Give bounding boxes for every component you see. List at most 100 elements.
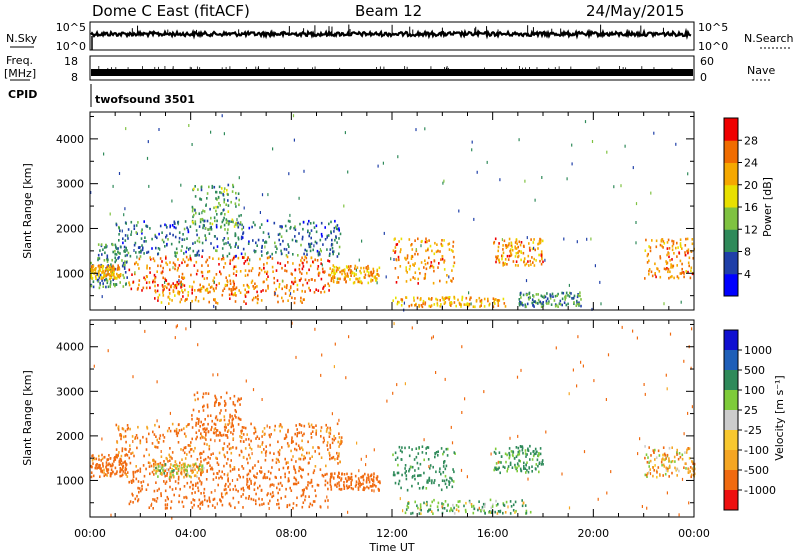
velocity-cell bbox=[181, 458, 183, 461]
power-cell bbox=[136, 255, 138, 259]
power-cell bbox=[472, 305, 475, 308]
power-cell bbox=[181, 276, 183, 279]
velocity-cell bbox=[339, 442, 341, 446]
velocity-cell bbox=[169, 479, 171, 482]
power-cell bbox=[282, 239, 284, 243]
velocity-cell bbox=[446, 509, 448, 512]
velocity-cell bbox=[473, 507, 476, 511]
velocity-cell bbox=[245, 379, 247, 383]
velocity-cell bbox=[329, 483, 332, 486]
velocity-cell bbox=[659, 474, 661, 477]
power-cell bbox=[577, 294, 580, 297]
velocity-cell bbox=[656, 475, 658, 479]
velocity-cell bbox=[218, 403, 220, 407]
velocity-cell bbox=[371, 489, 373, 492]
velocity-cell bbox=[363, 486, 365, 489]
velocity-cell bbox=[184, 468, 187, 472]
power-cell bbox=[405, 280, 408, 283]
power-cell bbox=[112, 243, 114, 247]
velocity-cell bbox=[497, 467, 499, 471]
power-cell bbox=[223, 216, 225, 220]
velocity-cell bbox=[362, 488, 364, 491]
velocity-cell bbox=[561, 472, 563, 476]
velocity-cell bbox=[646, 461, 649, 464]
power-cell bbox=[431, 249, 433, 253]
velocity-cell bbox=[115, 448, 118, 451]
power-cell bbox=[433, 303, 436, 306]
power-cell bbox=[165, 279, 168, 282]
velocity-cell bbox=[95, 457, 98, 461]
power-cell bbox=[108, 268, 111, 271]
velocity-cell bbox=[326, 472, 328, 476]
velocity-cell bbox=[170, 463, 172, 466]
power-cell bbox=[232, 185, 235, 189]
velocity-cell bbox=[669, 332, 672, 336]
velocity-cell bbox=[98, 463, 100, 467]
velocity-cell bbox=[432, 465, 434, 469]
power-cell bbox=[254, 282, 256, 286]
velocity-cell bbox=[607, 353, 610, 357]
power-cell bbox=[223, 190, 225, 193]
velocity-cell bbox=[190, 469, 192, 472]
velocity-cell bbox=[443, 479, 446, 483]
power-cell bbox=[350, 269, 352, 272]
velocity-cell bbox=[340, 479, 342, 482]
velocity-cell bbox=[315, 494, 317, 498]
power-colorbar-swatch bbox=[724, 229, 738, 252]
velocity-cell bbox=[310, 436, 313, 439]
power-cell bbox=[320, 249, 322, 253]
power-cell bbox=[335, 269, 338, 272]
power-cell bbox=[197, 249, 200, 253]
power-cell bbox=[446, 274, 448, 277]
velocity-cell bbox=[330, 475, 333, 478]
power-cell bbox=[228, 274, 231, 277]
velocity-cell bbox=[369, 484, 372, 488]
power-cell bbox=[466, 302, 469, 305]
velocity-cell bbox=[362, 482, 364, 486]
power-cell bbox=[210, 216, 212, 220]
velocity-cell bbox=[507, 505, 509, 509]
power-cell bbox=[293, 226, 295, 230]
velocity-cell bbox=[285, 487, 287, 491]
velocity-cell bbox=[260, 470, 263, 474]
power-cell bbox=[238, 176, 240, 180]
velocity-cell bbox=[653, 469, 655, 472]
power-cell bbox=[430, 264, 432, 268]
velocity-cell bbox=[186, 472, 189, 475]
velocity-cell bbox=[211, 425, 213, 429]
power-cell bbox=[199, 220, 202, 224]
velocity-cell bbox=[667, 467, 669, 471]
velocity-cell bbox=[320, 373, 322, 377]
power-cell bbox=[209, 286, 212, 289]
power-cell bbox=[124, 263, 126, 266]
velocity-cell bbox=[259, 484, 261, 488]
velocity-cell bbox=[170, 500, 173, 503]
velocity-cell bbox=[216, 502, 218, 506]
power-cell bbox=[222, 218, 225, 222]
power-cell bbox=[172, 233, 174, 237]
power-cell bbox=[432, 266, 435, 269]
velocity-cell bbox=[428, 465, 430, 469]
velocity-cell bbox=[369, 474, 372, 478]
power-cell bbox=[286, 255, 289, 259]
velocity-cell bbox=[124, 471, 126, 475]
power-cell bbox=[234, 223, 237, 226]
velocity-cell bbox=[493, 450, 496, 454]
velocity-cell bbox=[125, 440, 127, 444]
power-cell bbox=[166, 243, 168, 247]
power-cell bbox=[624, 144, 626, 148]
velocity-cell bbox=[298, 446, 301, 450]
velocity-cell bbox=[392, 391, 394, 395]
velocity-cell bbox=[396, 456, 399, 460]
power-cell bbox=[171, 224, 174, 227]
velocity-cell bbox=[96, 463, 98, 466]
velocity-cell bbox=[461, 411, 463, 414]
velocity-cell bbox=[224, 409, 227, 412]
power-cell bbox=[194, 185, 196, 188]
velocity-cell bbox=[174, 460, 177, 464]
velocity-cell bbox=[196, 391, 199, 394]
velocity-cell bbox=[269, 435, 271, 439]
power-cell bbox=[200, 270, 203, 274]
power-cell bbox=[677, 276, 680, 280]
velocity-cell bbox=[188, 464, 191, 468]
